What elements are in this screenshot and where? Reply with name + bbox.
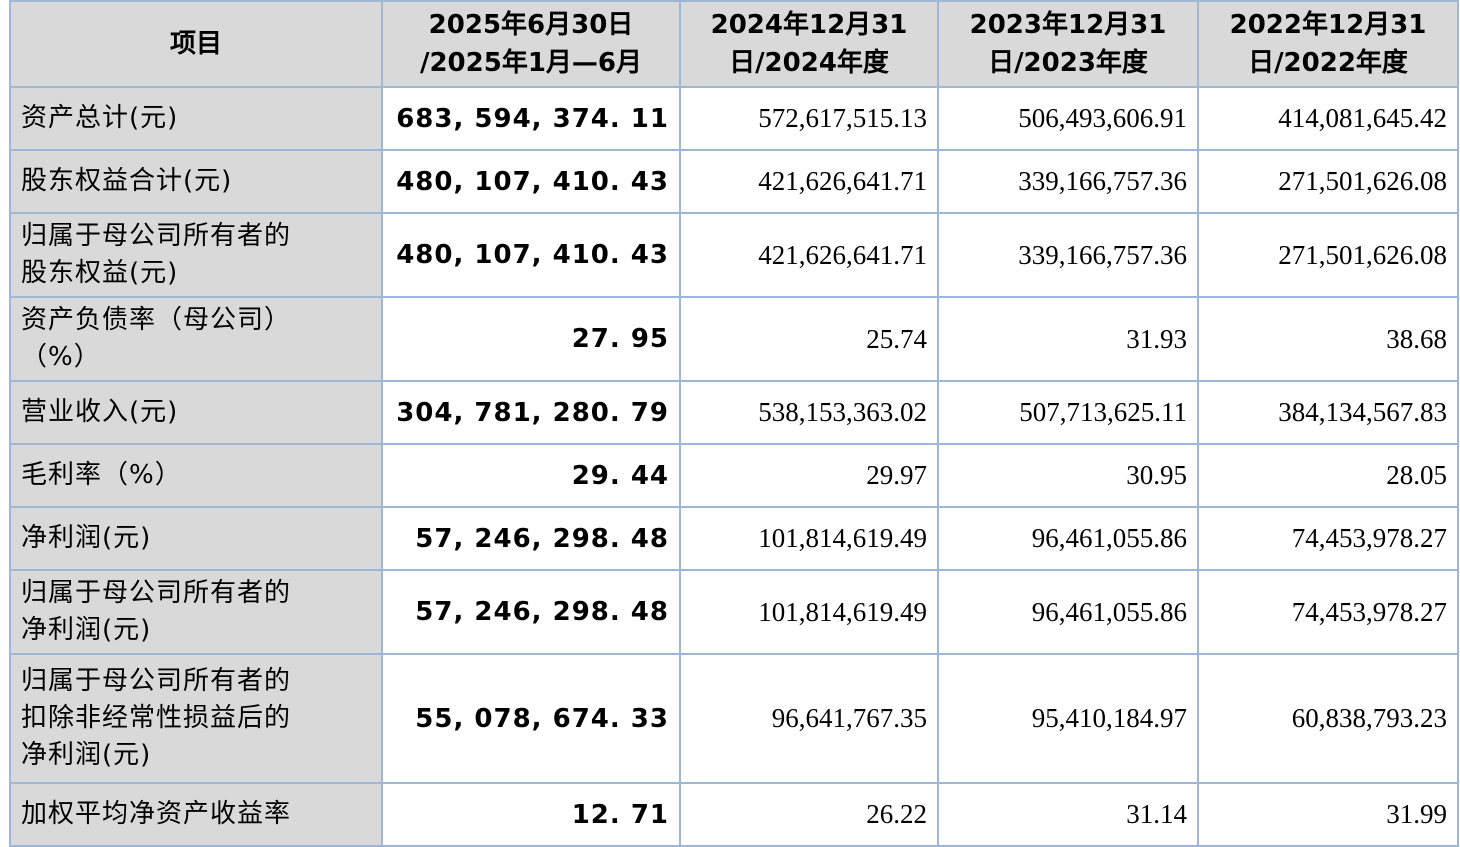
header-2022: 2022年12月31 日/2022年度 xyxy=(1197,0,1459,88)
row-label-line: 扣除非经常性损益后的 xyxy=(21,703,292,733)
cell-2022: 38.68 xyxy=(1197,296,1459,382)
header-2025h1-line2: /2025年1月—6月 xyxy=(419,48,643,78)
header-2024-line1: 2024年12月31 xyxy=(710,10,908,40)
cell-2023: 96,461,055.86 xyxy=(937,506,1199,571)
row-label: 归属于母公司所有者的 净利润(元) xyxy=(9,569,383,655)
cell-2024: 101,814,619.49 xyxy=(679,569,939,655)
header-2022-line2: 日/2022年度 xyxy=(1248,48,1408,78)
row-label-line: 股东权益合计(元) xyxy=(21,166,233,196)
cell-2025h1: 29. 44 xyxy=(381,443,681,508)
financial-summary-table: 项目 2025年6月30日 /2025年1月—6月 2024年12月31 日/2… xyxy=(9,0,1459,847)
header-2022-line1: 2022年12月31 xyxy=(1229,10,1427,40)
table-row: 加权平均净资产收益率 12. 71 26.22 31.14 31.99 xyxy=(9,782,1459,847)
header-2024-line2: 日/2024年度 xyxy=(729,48,889,78)
table-header-row: 项目 2025年6月30日 /2025年1月—6月 2024年12月31 日/2… xyxy=(9,0,1459,88)
cell-2024: 29.97 xyxy=(679,443,939,508)
cell-2024: 101,814,619.49 xyxy=(679,506,939,571)
cell-2025h1: 12. 71 xyxy=(381,782,681,847)
cell-2025h1: 480, 107, 410. 43 xyxy=(381,149,681,214)
cell-2025h1: 57, 246, 298. 48 xyxy=(381,506,681,571)
row-label-line: 营业收入(元) xyxy=(21,397,179,427)
row-label-line: 股东权益(元) xyxy=(21,258,179,288)
cell-2023: 339,166,757.36 xyxy=(937,212,1199,298)
cell-2022: 60,838,793.23 xyxy=(1197,653,1459,784)
row-label: 加权平均净资产收益率 xyxy=(9,782,383,847)
cell-2023: 95,410,184.97 xyxy=(937,653,1199,784)
table-row: 资产总计(元) 683, 594, 374. 11 572,617,515.13… xyxy=(9,86,1459,151)
row-label-line: 净利润(元) xyxy=(21,523,152,553)
cell-2022: 271,501,626.08 xyxy=(1197,212,1459,298)
cell-2023: 339,166,757.36 xyxy=(937,149,1199,214)
table-row: 营业收入(元) 304, 781, 280. 79 538,153,363.02… xyxy=(9,380,1459,445)
row-label-line: 净利润(元) xyxy=(21,615,152,645)
cell-2025h1: 304, 781, 280. 79 xyxy=(381,380,681,445)
cell-2024: 572,617,515.13 xyxy=(679,86,939,151)
row-label-line: （%） xyxy=(21,342,101,372)
cell-2023: 31.93 xyxy=(937,296,1199,382)
row-label-line: 加权平均净资产收益率 xyxy=(21,799,292,829)
table-row: 毛利率（%） 29. 44 29.97 30.95 28.05 xyxy=(9,443,1459,508)
row-label: 净利润(元) xyxy=(9,506,383,571)
cell-2025h1: 57, 246, 298. 48 xyxy=(381,569,681,655)
cell-2024: 96,641,767.35 xyxy=(679,653,939,784)
row-label: 毛利率（%） xyxy=(9,443,383,508)
cell-2022: 271,501,626.08 xyxy=(1197,149,1459,214)
cell-2025h1: 55, 078, 674. 33 xyxy=(381,653,681,784)
header-2024: 2024年12月31 日/2024年度 xyxy=(679,0,939,88)
row-label: 营业收入(元) xyxy=(9,380,383,445)
financial-table-container: 项目 2025年6月30日 /2025年1月—6月 2024年12月31 日/2… xyxy=(9,0,1459,847)
row-label: 资产负债率（母公司） （%） xyxy=(9,296,383,382)
row-label-line: 净利润(元) xyxy=(21,740,152,770)
cell-2022: 28.05 xyxy=(1197,443,1459,508)
cell-2024: 421,626,641.71 xyxy=(679,212,939,298)
table-row: 归属于母公司所有者的 净利润(元) 57, 246, 298. 48 101,8… xyxy=(9,569,1459,655)
cell-2022: 414,081,645.42 xyxy=(1197,86,1459,151)
row-label-line: 归属于母公司所有者的 xyxy=(21,221,292,251)
table-row: 净利润(元) 57, 246, 298. 48 101,814,619.49 9… xyxy=(9,506,1459,571)
cell-2023: 507,713,625.11 xyxy=(937,380,1199,445)
row-label-line: 资产负债率（母公司） xyxy=(21,305,292,335)
header-2025h1-line1: 2025年6月30日 xyxy=(428,10,634,40)
table-row: 股东权益合计(元) 480, 107, 410. 43 421,626,641.… xyxy=(9,149,1459,214)
cell-2025h1: 27. 95 xyxy=(381,296,681,382)
cell-2022: 384,134,567.83 xyxy=(1197,380,1459,445)
cell-2023: 96,461,055.86 xyxy=(937,569,1199,655)
cell-2023: 31.14 xyxy=(937,782,1199,847)
header-2025h1: 2025年6月30日 /2025年1月—6月 xyxy=(381,0,681,88)
table-row: 资产负债率（母公司） （%） 27. 95 25.74 31.93 38.68 xyxy=(9,296,1459,382)
table-row: 归属于母公司所有者的 扣除非经常性损益后的 净利润(元) 55, 078, 67… xyxy=(9,653,1459,784)
cell-2025h1: 683, 594, 374. 11 xyxy=(381,86,681,151)
header-2023-line1: 2023年12月31 xyxy=(969,10,1167,40)
row-label: 资产总计(元) xyxy=(9,86,383,151)
cell-2024: 421,626,641.71 xyxy=(679,149,939,214)
cell-2023: 506,493,606.91 xyxy=(937,86,1199,151)
row-label-line: 归属于母公司所有者的 xyxy=(21,578,292,608)
cell-2022: 74,453,978.27 xyxy=(1197,569,1459,655)
row-label-line: 毛利率（%） xyxy=(21,460,182,490)
cell-2024: 538,153,363.02 xyxy=(679,380,939,445)
cell-2022: 31.99 xyxy=(1197,782,1459,847)
row-label: 股东权益合计(元) xyxy=(9,149,383,214)
header-2023-line2: 日/2023年度 xyxy=(988,48,1148,78)
cell-2023: 30.95 xyxy=(937,443,1199,508)
table-row: 归属于母公司所有者的 股东权益(元) 480, 107, 410. 43 421… xyxy=(9,212,1459,298)
row-label: 归属于母公司所有者的 扣除非经常性损益后的 净利润(元) xyxy=(9,653,383,784)
header-item-text: 项目 xyxy=(169,29,222,59)
row-label-line: 资产总计(元) xyxy=(21,103,179,133)
cell-2024: 26.22 xyxy=(679,782,939,847)
row-label-line: 归属于母公司所有者的 xyxy=(21,666,292,696)
cell-2022: 74,453,978.27 xyxy=(1197,506,1459,571)
cell-2025h1: 480, 107, 410. 43 xyxy=(381,212,681,298)
header-2023: 2023年12月31 日/2023年度 xyxy=(937,0,1199,88)
header-item: 项目 xyxy=(9,0,383,88)
cell-2024: 25.74 xyxy=(679,296,939,382)
row-label: 归属于母公司所有者的 股东权益(元) xyxy=(9,212,383,298)
